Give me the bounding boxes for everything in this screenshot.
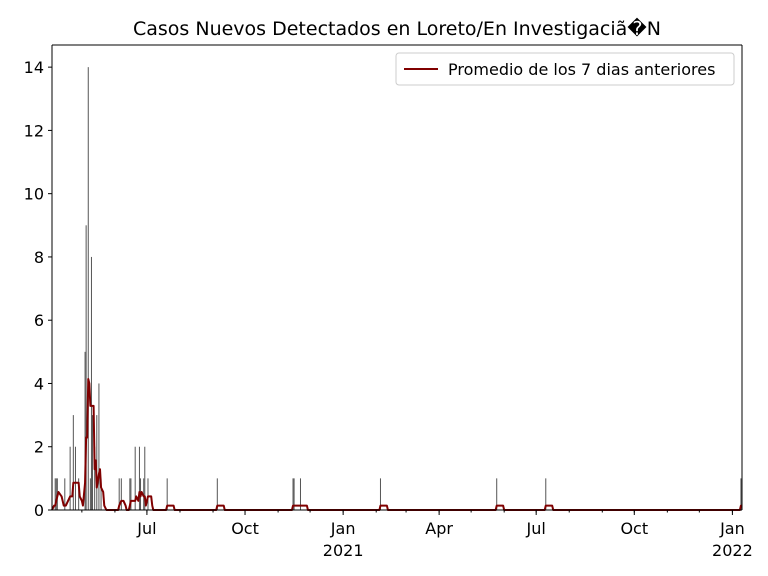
bar	[87, 67, 89, 511]
bar	[292, 478, 294, 510]
x-tick-year-label: 2021	[323, 541, 364, 560]
plot-area	[52, 45, 742, 510]
legend-label: Promedio de los 7 dias anteriores	[448, 60, 715, 79]
bar	[118, 478, 120, 510]
bar	[55, 478, 57, 510]
y-tick-label: 4	[34, 374, 44, 393]
y-tick-label: 2	[34, 438, 44, 457]
x-axis: Jul Oct Jan 2021 Apr Jul Oct Jan 2022	[81, 510, 753, 560]
bar	[134, 446, 136, 510]
bar	[84, 351, 86, 510]
y-axis: 0 2 4 6 8 10 12 14	[24, 58, 52, 520]
bar	[72, 415, 74, 510]
bar	[94, 446, 96, 510]
bar	[120, 478, 122, 510]
bar	[545, 478, 547, 510]
bar	[379, 478, 381, 510]
bar	[129, 478, 131, 510]
bar	[216, 478, 218, 510]
bar	[130, 478, 132, 510]
y-tick-label: 10	[24, 185, 44, 204]
x-tick-label: Apr	[425, 519, 453, 538]
legend: Promedio de los 7 dias anteriores	[395, 52, 735, 86]
bar	[147, 478, 149, 510]
bar	[740, 478, 742, 510]
chart-title: Casos Nuevos Detectados en Loreto/En Inv…	[133, 17, 661, 40]
bar	[166, 478, 168, 510]
bar	[299, 478, 301, 510]
y-tick-label: 14	[24, 58, 44, 77]
x-tick-label: Jan	[719, 519, 745, 538]
bar	[144, 446, 146, 510]
x-tick-label: Jul	[136, 519, 156, 538]
legend-box	[395, 52, 735, 86]
x-tick-label: Jan	[330, 519, 356, 538]
bar	[54, 478, 56, 510]
bar	[64, 478, 66, 510]
axes	[51, 44, 743, 511]
y-tick-label: 0	[34, 501, 44, 520]
bar	[100, 478, 102, 510]
x-tick-label: Jul	[526, 519, 546, 538]
bar	[69, 446, 71, 510]
x-tick-year-label: 2022	[712, 541, 753, 560]
bar	[98, 383, 100, 510]
y-tick-label: 8	[34, 248, 44, 267]
x-tick-label: Oct	[231, 519, 259, 538]
bar	[293, 478, 295, 510]
plot-background	[52, 45, 742, 510]
x-tick-label: Oct	[620, 519, 648, 538]
bar	[138, 446, 140, 510]
y-tick-label: 6	[34, 311, 44, 330]
bar	[74, 446, 76, 510]
y-tick-label: 12	[24, 121, 44, 140]
bar	[90, 256, 92, 510]
bar	[92, 415, 94, 510]
bar	[89, 478, 91, 510]
bar	[85, 225, 87, 510]
bar	[496, 478, 498, 510]
